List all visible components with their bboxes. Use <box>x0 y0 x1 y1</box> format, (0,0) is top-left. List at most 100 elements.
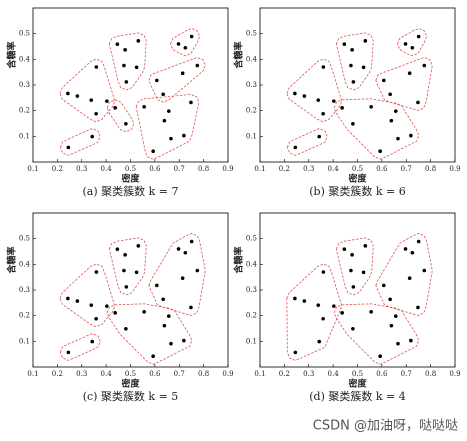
point <box>350 253 354 257</box>
point <box>378 354 382 359</box>
point <box>124 80 129 84</box>
point <box>90 134 95 139</box>
point <box>89 98 94 102</box>
point <box>332 304 336 308</box>
y-tick-label: 0.1 <box>19 132 30 140</box>
plot-frame <box>259 212 456 368</box>
cluster-boundary <box>286 263 343 361</box>
cluster-boundary <box>106 303 193 365</box>
x-tick-label: 0.4 <box>101 370 113 378</box>
x-tick-label: 0.6 <box>376 165 388 173</box>
point <box>293 350 298 355</box>
point <box>369 105 373 109</box>
point <box>388 297 392 302</box>
y-tick-label: 0.5 <box>246 235 257 243</box>
x-axis-label: 密度 <box>347 173 367 185</box>
point <box>407 71 412 75</box>
cluster-boundary <box>335 237 374 296</box>
cluster-boundary <box>135 94 200 160</box>
x-tick-label: 0.9 <box>222 370 233 378</box>
point <box>183 250 188 255</box>
point <box>407 276 412 280</box>
point <box>349 63 353 68</box>
point <box>122 268 126 273</box>
point <box>182 338 186 343</box>
x-tick-label: 0.6 <box>149 370 161 378</box>
x-tick-label: 0.8 <box>198 165 209 173</box>
point <box>378 149 382 154</box>
point <box>195 63 200 68</box>
point <box>142 105 146 109</box>
point <box>136 39 141 43</box>
point <box>115 247 120 251</box>
cluster-boundary <box>397 28 428 57</box>
point <box>316 98 321 102</box>
point <box>134 65 139 70</box>
cluster-boundary <box>59 58 116 123</box>
point <box>195 268 200 273</box>
cluster-boundary <box>106 99 135 133</box>
y-tick-label: 0.3 <box>19 286 30 294</box>
point <box>162 118 167 123</box>
plot-frame <box>259 7 456 163</box>
y-tick-label: 0.3 <box>19 81 30 89</box>
x-axis-label: 密度 <box>347 378 367 390</box>
x-tick-label: 0.8 <box>425 370 436 378</box>
point <box>189 305 193 310</box>
point <box>302 299 307 303</box>
cluster-boundary <box>286 58 343 123</box>
x-tick-label: 0.3 <box>303 165 314 173</box>
point <box>75 299 80 303</box>
point <box>136 244 141 248</box>
y-tick-label: 0.5 <box>19 235 30 243</box>
point <box>422 268 427 273</box>
point <box>349 268 353 273</box>
point <box>363 39 368 43</box>
cluster-boundary <box>335 32 374 91</box>
point <box>363 244 368 248</box>
cluster-boundary <box>333 303 420 365</box>
point <box>393 109 398 113</box>
y-axis-label: 含糖率 <box>6 41 18 69</box>
x-axis-label: 密度 <box>120 378 140 390</box>
x-tick-label: 0.1 <box>27 165 38 173</box>
y-axis-label: 含糖率 <box>233 41 245 69</box>
cluster-boundary <box>375 57 433 111</box>
y-tick-label: 0.3 <box>246 81 257 89</box>
y-tick-label: 0.3 <box>246 286 257 294</box>
point <box>89 303 94 307</box>
point <box>66 296 70 301</box>
point <box>161 92 165 97</box>
point <box>105 99 109 103</box>
x-tick-label: 0.9 <box>222 165 233 173</box>
y-tick-label: 0.4 <box>246 260 258 268</box>
point <box>113 311 117 315</box>
point <box>342 247 347 251</box>
x-tick-label: 0.3 <box>76 370 87 378</box>
point <box>75 94 80 98</box>
x-tick-label: 0.2 <box>279 165 290 173</box>
point <box>66 350 71 355</box>
point <box>389 118 394 123</box>
point <box>382 283 386 288</box>
point <box>410 250 415 255</box>
caption: (d) 聚类簇数 k = 4 <box>309 389 406 403</box>
point <box>351 80 356 84</box>
cluster-boundary <box>59 128 101 156</box>
point <box>350 48 354 52</box>
point <box>321 65 326 69</box>
x-tick-label: 0.5 <box>352 165 363 173</box>
x-tick-label: 0.7 <box>174 165 185 173</box>
x-tick-label: 0.1 <box>254 165 265 173</box>
cluster-boundary <box>375 233 433 316</box>
point <box>388 92 392 97</box>
y-tick-label: 0.5 <box>19 30 30 38</box>
point <box>321 316 325 321</box>
y-tick-label: 0.2 <box>19 312 30 320</box>
point <box>183 45 188 50</box>
point <box>124 121 128 126</box>
point <box>403 42 408 46</box>
point <box>105 304 109 308</box>
point <box>422 63 427 68</box>
x-tick-label: 0.5 <box>125 165 136 173</box>
